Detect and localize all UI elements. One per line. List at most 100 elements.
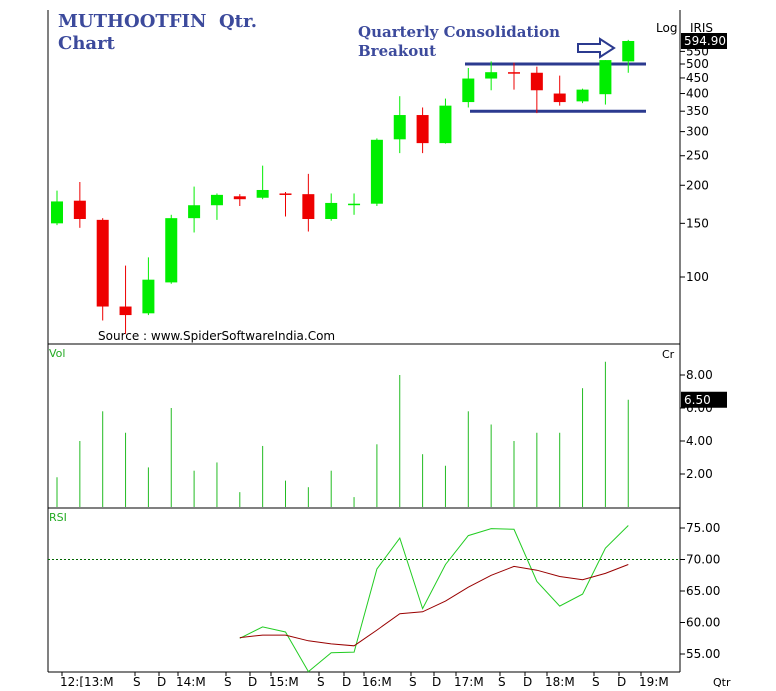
x-tick-label: S — [133, 675, 141, 687]
x-tick-label: S — [592, 675, 600, 687]
x-tick-label: 19:M — [639, 675, 669, 687]
source-credit: Source : www.SpiderSoftwareIndia.Com — [98, 329, 335, 343]
candle-body — [393, 115, 406, 140]
candle-up — [622, 39, 635, 73]
x-tick-label: S — [317, 675, 325, 687]
candle-body — [96, 219, 109, 307]
candle-up — [256, 165, 269, 200]
volume-tick-label: 8.00 — [686, 368, 713, 382]
candle-down — [416, 107, 429, 154]
price-tick-label: 500 — [686, 57, 709, 71]
volume-tick-label: 2.00 — [686, 467, 713, 481]
candle-body — [73, 200, 86, 219]
candle-body — [210, 194, 223, 206]
breakout-arrow-icon — [577, 37, 616, 59]
volume-axis-ticks: 2.004.006.008.00 — [680, 368, 713, 481]
x-tick-label: 16:M — [362, 675, 392, 687]
volume-unit-label: Cr — [662, 348, 675, 361]
value-tags: 594.90 6.50 — [681, 33, 727, 408]
symbol-label: IRIS — [690, 21, 713, 35]
x-tick-label: D — [617, 675, 626, 687]
candle-up — [165, 214, 178, 284]
candle-body — [142, 279, 155, 314]
candle-up — [370, 138, 383, 206]
price-tick-label: 450 — [686, 71, 709, 85]
candle-up — [599, 60, 612, 105]
chart-title-line2: Chart — [58, 33, 116, 54]
candle-up — [325, 193, 338, 221]
candle-up — [393, 96, 406, 154]
x-tick-label: 12:[13:M — [60, 675, 114, 687]
candle-body — [119, 306, 132, 316]
rsi-panel-title: RSI — [49, 511, 67, 524]
candle-down — [279, 192, 292, 217]
candle-body — [279, 193, 292, 195]
rsi-tick-label: 60.00 — [686, 616, 720, 630]
candle-up — [142, 257, 155, 316]
candle-down — [302, 173, 315, 232]
volume-tag-box — [681, 391, 727, 408]
x-tick-label: D — [432, 675, 441, 687]
candle-down — [96, 218, 109, 321]
x-tick-label: 14:M — [176, 675, 206, 687]
price-tag-text: 594.90 — [684, 34, 726, 48]
rsi-axis-ticks: 55.00 60.00 65.00 70.00 75.00 — [680, 521, 720, 661]
candle-up — [188, 186, 201, 233]
x-tick-label: 18:M — [545, 675, 575, 687]
candle-body — [530, 72, 543, 91]
x-tick-label: S — [224, 675, 232, 687]
candle-body — [622, 41, 635, 62]
candle-body — [233, 196, 246, 200]
candle-body — [370, 139, 383, 204]
price-tick-label: 200 — [686, 178, 709, 192]
rsi-tick-label: 55.00 — [686, 647, 720, 661]
rsi-average-line — [239, 564, 629, 647]
candle-body — [302, 194, 315, 219]
candle-body — [576, 89, 589, 102]
candle-up — [348, 193, 361, 215]
candlesticks — [51, 39, 635, 335]
candle-up — [576, 88, 589, 104]
candle-down — [119, 265, 132, 335]
candle-up — [462, 68, 475, 108]
candle-down — [508, 62, 520, 90]
candle-body — [416, 115, 429, 144]
price-tick-label: 100 — [686, 270, 709, 284]
candle-body — [462, 78, 475, 103]
price-tick-label: 250 — [686, 149, 709, 163]
x-tick-label: S — [498, 675, 506, 687]
candle-body — [256, 189, 269, 198]
candle-up — [210, 193, 223, 220]
rsi-line — [239, 525, 629, 673]
volume-bars — [56, 361, 629, 507]
price-tag-box — [681, 33, 727, 50]
candle-body — [51, 201, 63, 224]
candle-body — [348, 203, 361, 206]
x-tick-label: D — [523, 675, 532, 687]
annotation-line1: Quarterly Consolidation — [358, 23, 560, 41]
candle-up — [51, 190, 63, 226]
annotation-line2: Breakout — [358, 42, 436, 60]
volume-tick-label: 4.00 — [686, 434, 713, 448]
candle-body — [188, 205, 201, 219]
rsi-tick-label: 75.00 — [686, 521, 720, 535]
rsi-lines — [48, 525, 680, 673]
x-tick-label: 17:M — [454, 675, 484, 687]
rsi-tick-label: 65.00 — [686, 584, 720, 598]
candle-up — [439, 98, 452, 144]
candle-down — [73, 181, 86, 228]
candle-down — [530, 66, 543, 114]
candle-body — [485, 72, 498, 79]
price-tick-label: 300 — [686, 125, 709, 139]
x-axis-end-label: Qtr — [713, 676, 731, 687]
candle-up — [485, 61, 498, 91]
rsi-tick-label: 70.00 — [686, 553, 720, 567]
chart-title-line1: MUTHOOTFIN Qtr. — [58, 11, 257, 32]
candle-body — [599, 60, 612, 95]
x-tick-label: 15:M — [269, 675, 299, 687]
x-tick-label: S — [409, 675, 417, 687]
candle-body — [553, 93, 566, 103]
candle-body — [508, 72, 520, 74]
volume-tag-text: 6.50 — [684, 393, 711, 407]
